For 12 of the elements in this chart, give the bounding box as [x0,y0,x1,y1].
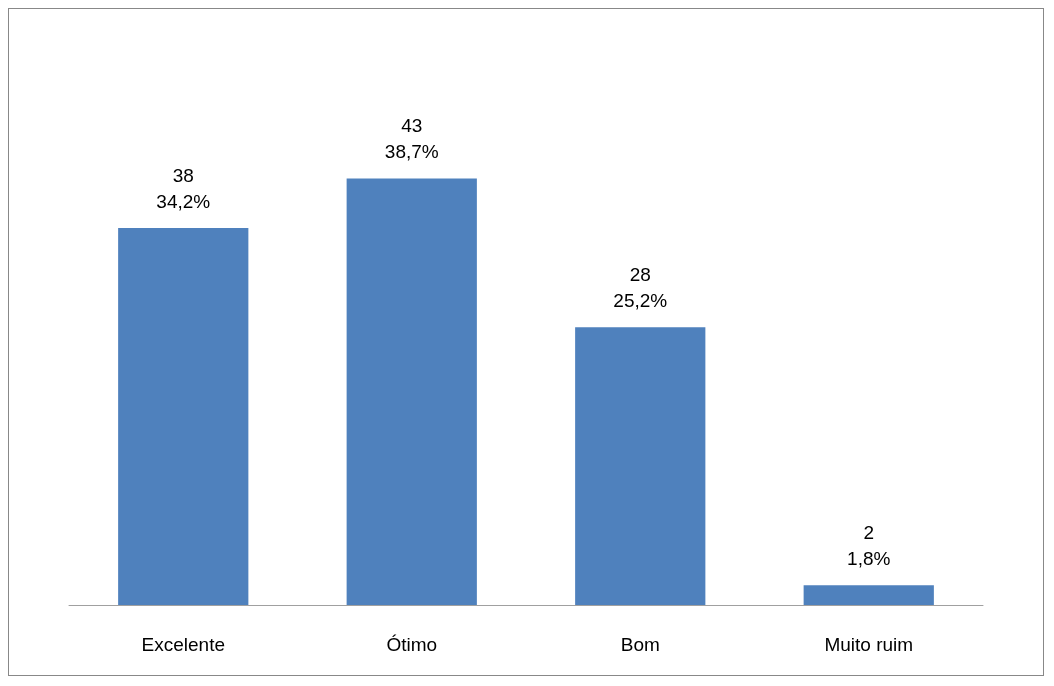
data-label: 43 38,7% [384,114,439,162]
bar [575,327,706,605]
x-tick-label: Bom [620,634,660,655]
bar [803,585,934,605]
data-label: 28 25,2% [613,263,668,311]
data-label: 2 1,8% [847,521,891,569]
bar [118,228,249,605]
x-tick-label: Ótimo [386,634,438,655]
data-label: 38 34,2% [156,164,211,212]
bar [346,178,477,605]
x-tick-label: Excelente [141,634,225,655]
x-tick-label: Muito ruim [824,634,914,655]
